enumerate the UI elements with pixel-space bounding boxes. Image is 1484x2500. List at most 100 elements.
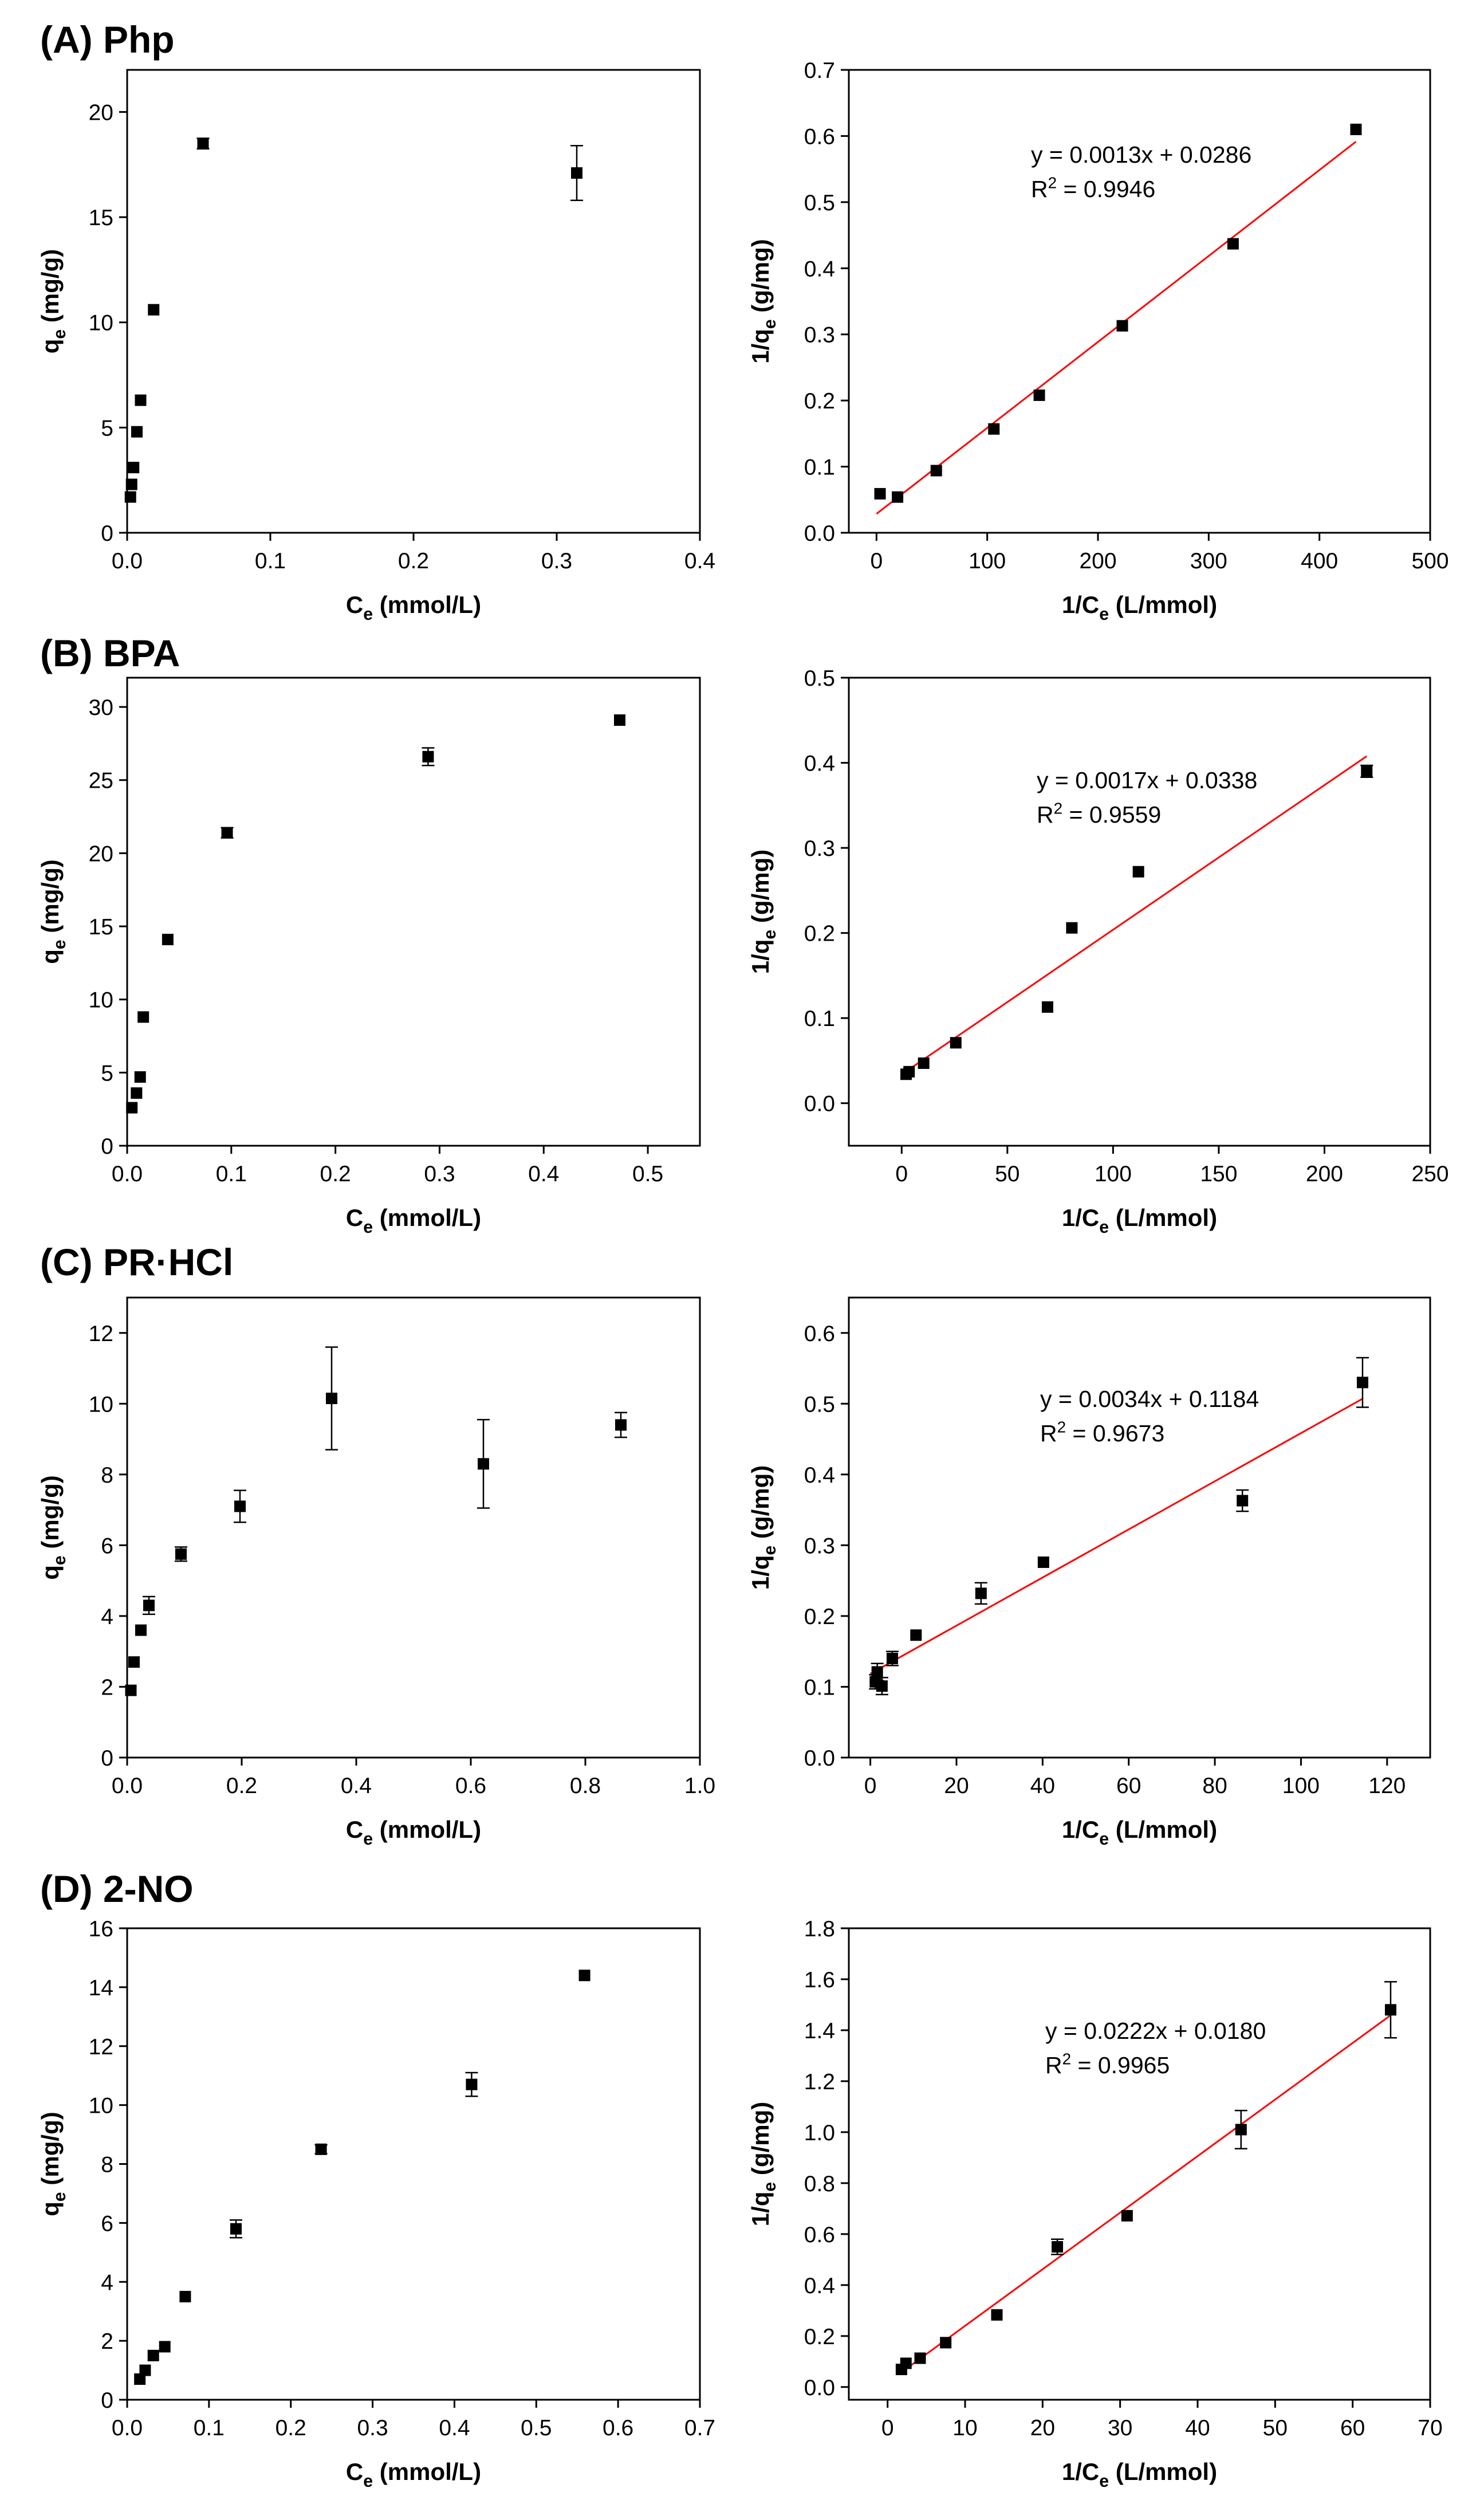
x-tick-label: 0.0 (112, 549, 143, 573)
fit-line (876, 141, 1357, 515)
data-point (175, 1548, 187, 1560)
y-tick-label: 1.4 (804, 2019, 835, 2043)
y-tick-label: 0.6 (804, 2223, 835, 2247)
y-tick-label: 6 (101, 1534, 113, 1558)
x-tick-label: 150 (1200, 1162, 1237, 1186)
y-tick-label: 0.1 (804, 1007, 835, 1031)
data-point (876, 1680, 888, 1692)
y-tick-label: 30 (89, 695, 113, 720)
x-tick-label: 70 (1418, 2416, 1442, 2440)
data-point (886, 1653, 898, 1665)
y-tick-label: 25 (89, 769, 113, 793)
y-tick-label: 15 (89, 915, 113, 940)
x-axis-label: Ce (mmol/L) (346, 1204, 481, 1237)
data-point (975, 1587, 987, 1599)
y-tick-label: 0.1 (804, 1675, 835, 1700)
data-point (162, 934, 174, 946)
x-tick-label: 200 (1079, 549, 1116, 573)
y-tick-label: 0.4 (804, 257, 835, 281)
chart-c-left: 0.0 0.2 0.4 0.6 0.8 1.0 0 2 4 6 8 10 12 Ce (mmol/L) qe… (37, 1296, 715, 1849)
fit-line (901, 2014, 1391, 2373)
y-tick-label: 10 (89, 988, 113, 1013)
x-tick-label: 50 (995, 1162, 1019, 1186)
x-tick-label: 250 (1411, 1162, 1448, 1186)
data-point (1041, 1001, 1053, 1013)
y-tick-label: 14 (89, 1976, 113, 2000)
data-point (1350, 123, 1362, 135)
data-point (221, 827, 233, 839)
y-tick-label: 0 (101, 1134, 113, 1159)
data-point (1121, 2210, 1133, 2222)
chart-b-right: 0 50 100 150 200 250 0.0 0.1 0.2 0.3 0.4 0.5 1/Ce (L… (747, 666, 1449, 1237)
x-tick-label: 100 (1095, 1162, 1132, 1186)
y-tick-label: 0.5 (804, 191, 835, 215)
fit-line (901, 755, 1368, 1075)
x-tick-label: 0 (870, 549, 883, 573)
x-tick-label: 0.4 (528, 1162, 559, 1186)
x-tick-label: 0.2 (320, 1162, 351, 1186)
y-tick-label: 0 (101, 521, 113, 546)
data-point (571, 167, 582, 179)
y-tick-label: 10 (89, 2094, 113, 2118)
data-point (615, 1419, 627, 1431)
data-point (230, 2223, 242, 2235)
x-tick-label: 0.2 (398, 549, 429, 573)
x-tick-label: 500 (1411, 549, 1448, 573)
data-point (1116, 320, 1128, 332)
x-axis-label: Ce (mmol/L) (346, 2458, 481, 2491)
x-axis-label: 1/Ce (L/mmol) (1062, 1204, 1217, 1237)
x-tick-label: 1.0 (684, 1774, 715, 1798)
y-tick-label: 2 (101, 1675, 113, 1700)
x-tick-label: 20 (1030, 2416, 1055, 2440)
y-axis-label: qe (mg/g) (37, 249, 69, 353)
x-tick-label: 40 (1185, 2416, 1210, 2440)
r-squared: R2 = 0.9559 (1037, 799, 1161, 828)
y-tick-label: 2 (101, 2329, 113, 2354)
y-axis-label: 1/qe (g/mg) (747, 239, 780, 363)
y-tick-label: 15 (89, 206, 113, 230)
y-tick-label: 12 (89, 2035, 113, 2059)
x-tick-label: 0.1 (216, 1162, 247, 1186)
y-axis-label: qe (mg/g) (37, 2112, 69, 2216)
x-tick-label: 120 (1368, 1774, 1406, 1798)
data-point (578, 1970, 591, 1982)
data-point (991, 2309, 1003, 2321)
x-tick-label: 20 (944, 1774, 969, 1798)
y-tick-label: 1.8 (804, 1917, 835, 1941)
data-point (1052, 2241, 1064, 2253)
data-point (134, 1071, 146, 1083)
y-axis-label: qe (mg/g) (37, 1475, 69, 1579)
data-point (892, 491, 904, 503)
x-tick-label: 0.3 (541, 549, 572, 573)
data-point (179, 2290, 191, 2302)
data-point (125, 478, 137, 490)
x-tick-label: 30 (1108, 2416, 1132, 2440)
data-point (1237, 1495, 1249, 1507)
y-tick-label: 8 (101, 2153, 113, 2177)
row-label-d: (D) 2-NO (40, 1868, 194, 1910)
data-point (197, 137, 209, 150)
x-tick-label: 0.4 (684, 549, 715, 573)
data-point (131, 426, 143, 438)
x-tick-label: 60 (1340, 2416, 1365, 2440)
plot-frame (848, 69, 1431, 534)
x-tick-label: 40 (1030, 1774, 1055, 1798)
x-tick-label: 0.0 (112, 1162, 143, 1186)
y-tick-label: 5 (101, 1061, 113, 1086)
plot-frame (126, 1296, 701, 1759)
data-point (1356, 1377, 1368, 1389)
y-tick-label: 0.0 (804, 1092, 835, 1117)
data-point (124, 491, 136, 503)
x-tick-label: 100 (1282, 1774, 1320, 1798)
data-point (950, 1037, 962, 1049)
x-tick-label: 0 (895, 1162, 908, 1186)
y-tick-label: 0.2 (804, 2325, 835, 2349)
y-tick-label: 0 (101, 2388, 113, 2413)
y-tick-label: 1.0 (804, 2121, 835, 2145)
data-point (910, 1629, 922, 1641)
data-point (871, 1666, 883, 1678)
x-tick-label: 80 (1202, 1774, 1227, 1798)
data-point (126, 1102, 138, 1114)
y-tick-label: 0.3 (804, 836, 835, 861)
fit-equation: y = 0.0034x + 0.1184 (1040, 1386, 1259, 1412)
